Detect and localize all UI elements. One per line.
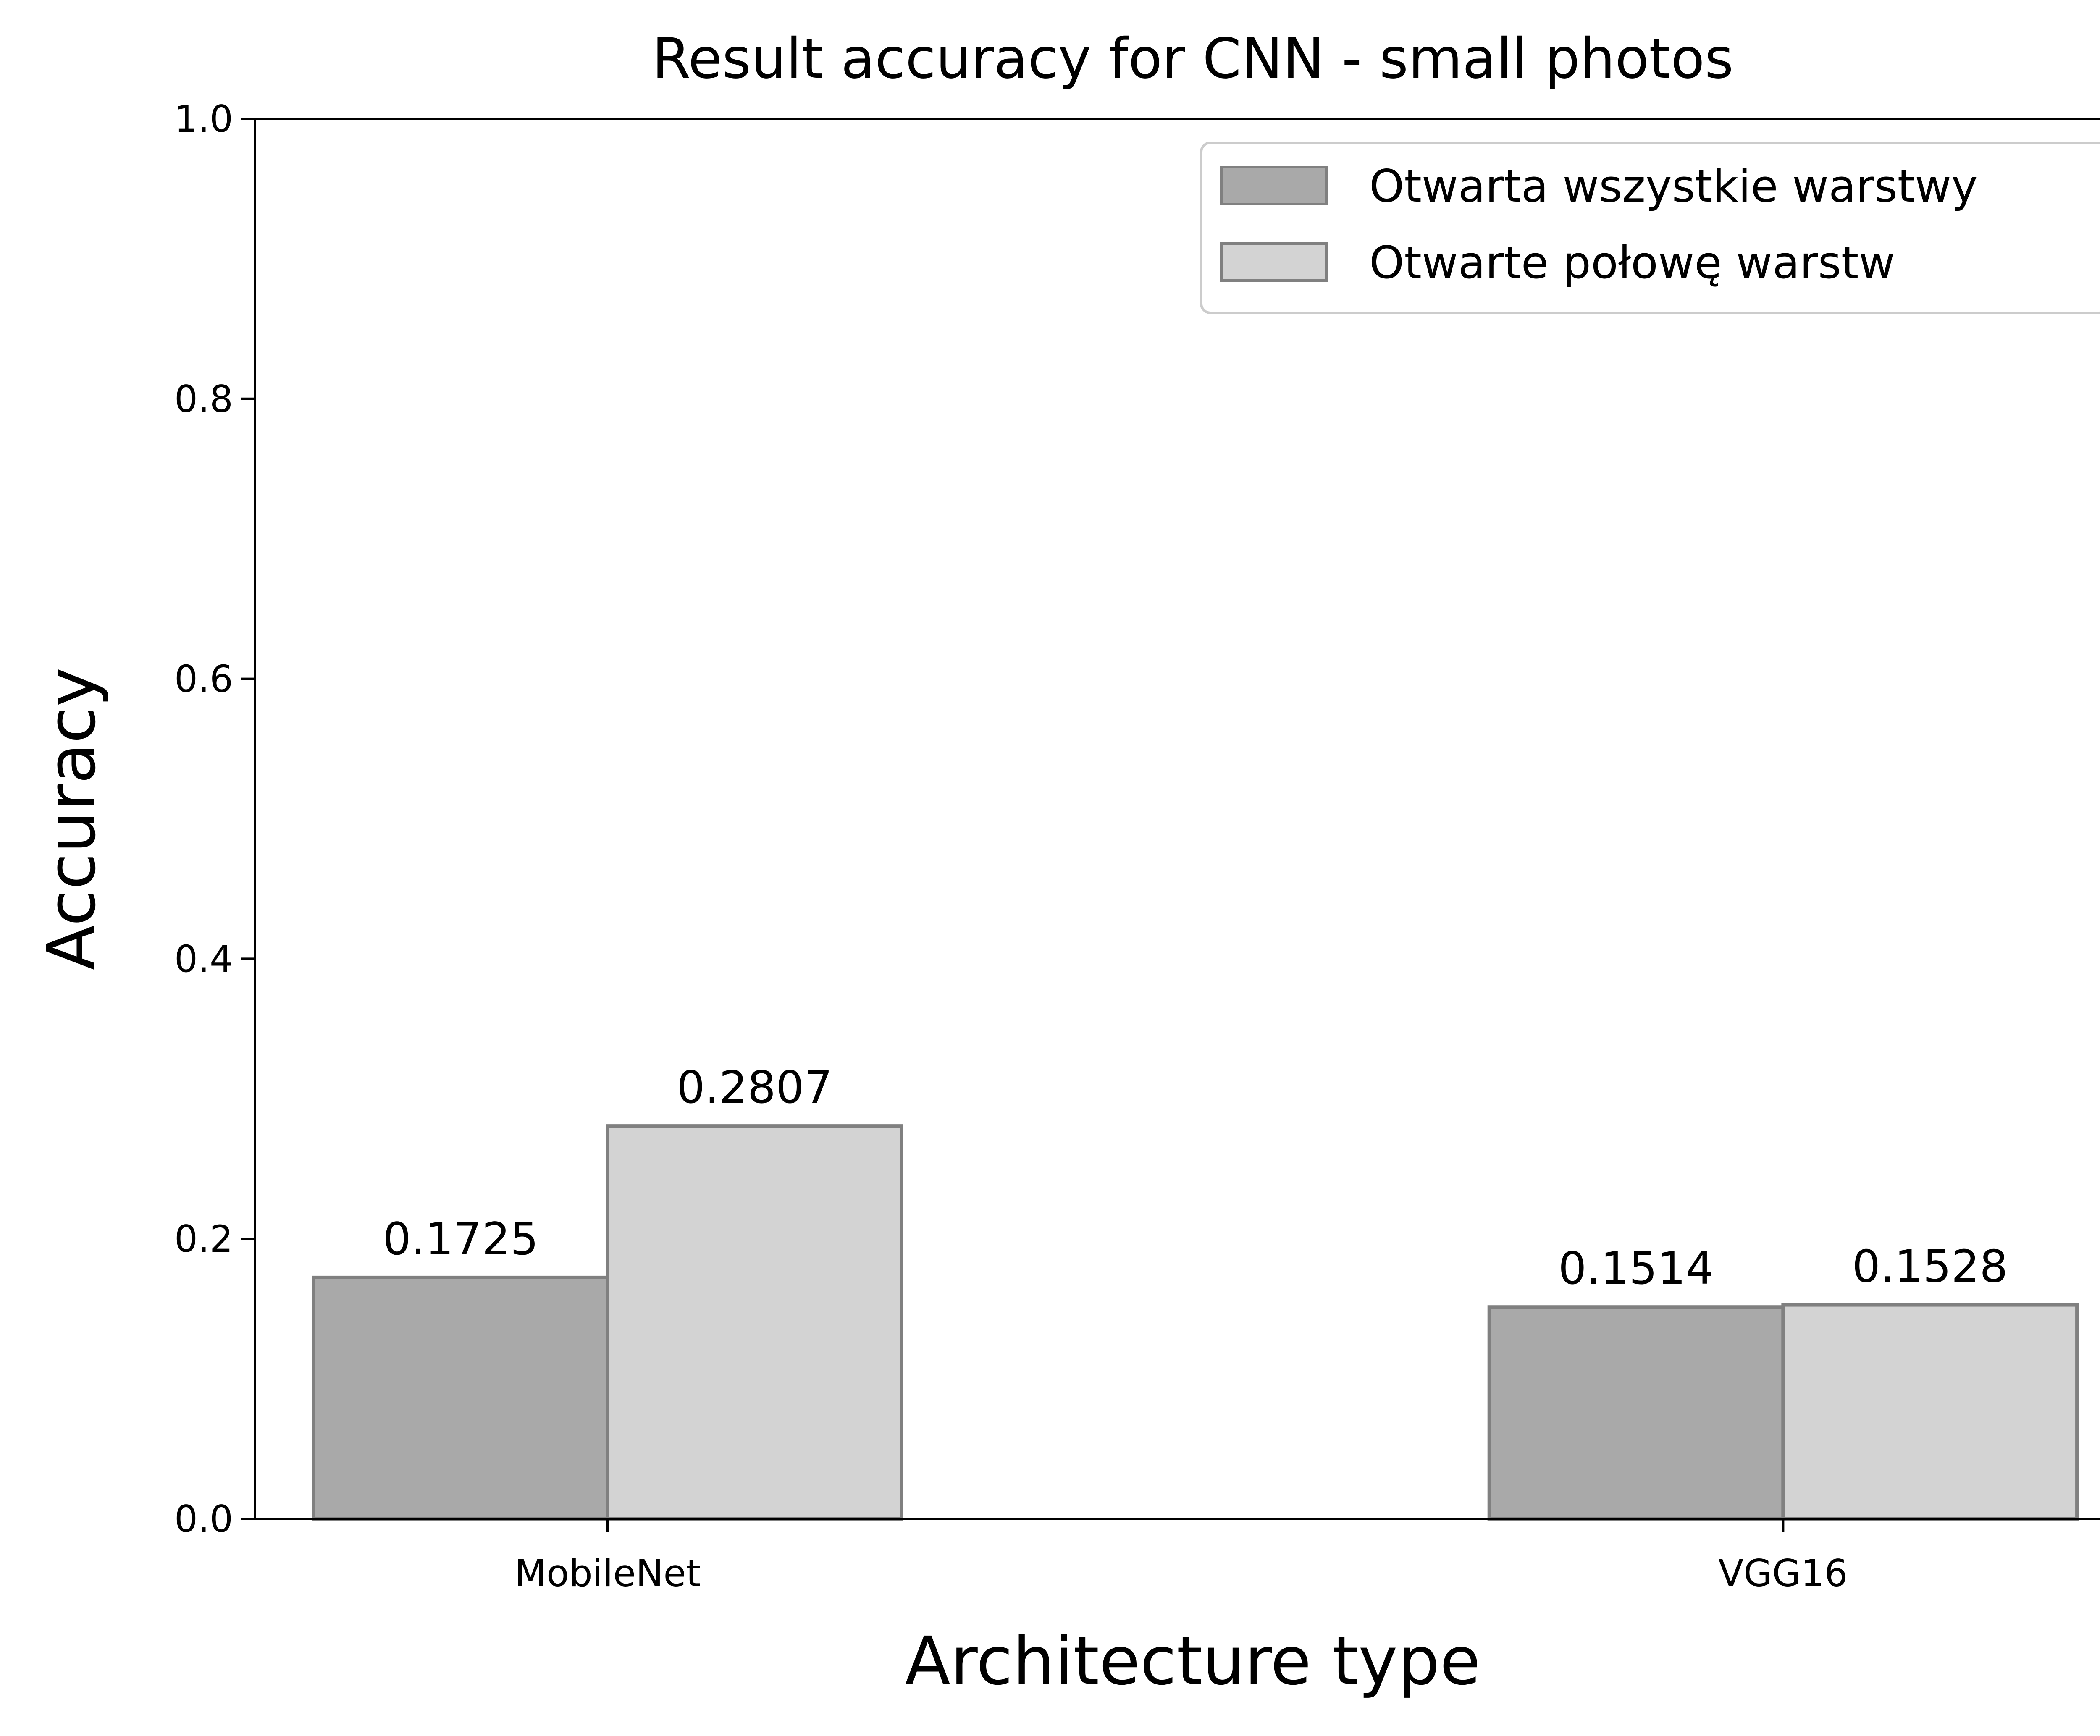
chart-title: Result accuracy for CNN - small photos <box>652 26 1733 91</box>
legend-label-series-2: Otwarte połowę warstw <box>1369 237 1895 288</box>
bar-mobilenet-series-2 <box>606 1124 903 1521</box>
x-axis-title: Architecture type <box>905 1623 1480 1700</box>
bar-value-label-mobilenet-series-2: 0.2807 <box>677 1062 832 1113</box>
x-tick-label-mobilenet: MobileNet <box>514 1552 701 1595</box>
x-axis: MobileNet VGG16 <box>514 1519 1848 1595</box>
y-tick-label-0: 0.0 <box>174 1497 233 1541</box>
y-tick-label-4: 0.8 <box>174 378 233 421</box>
x-tick-label-vgg16: VGG16 <box>1718 1552 1848 1595</box>
legend-label-series-1: Otwarta wszystkie warstwy <box>1369 160 1978 212</box>
y-tick-label-3: 0.6 <box>174 658 233 701</box>
y-tick-label-2: 0.4 <box>174 937 233 981</box>
bar-labels-layer: 0.1725 0.2807 0.1514 0.1528 <box>383 1062 2008 1294</box>
bar-value-label-vgg16-series-2: 0.1528 <box>1852 1241 2008 1293</box>
legend-swatch-series-1 <box>1220 166 1328 205</box>
y-tick-label-1: 0.2 <box>174 1217 233 1261</box>
y-tick-label-5: 1.0 <box>174 97 233 141</box>
bar-mobilenet-series-1 <box>312 1275 609 1521</box>
plot-frame <box>254 118 2100 1520</box>
bar-value-label-vgg16-series-1: 0.1514 <box>1558 1243 1714 1294</box>
y-axis-title: Accuracy <box>33 667 110 970</box>
legend: Otwarta wszystkie warstwy Otwarte połowę… <box>1200 142 2100 314</box>
bar-value-label-mobilenet-series-1: 0.1725 <box>383 1213 538 1265</box>
legend-swatch-series-2 <box>1220 242 1328 282</box>
y-axis: 0.0 0.2 0.4 0.6 0.8 1.0 <box>174 97 255 1541</box>
legend-frame <box>1200 142 2100 314</box>
bar-vgg16-series-2 <box>1781 1303 2079 1521</box>
bar-vgg16-series-1 <box>1487 1305 1785 1521</box>
bars-layer <box>312 1124 2079 1521</box>
